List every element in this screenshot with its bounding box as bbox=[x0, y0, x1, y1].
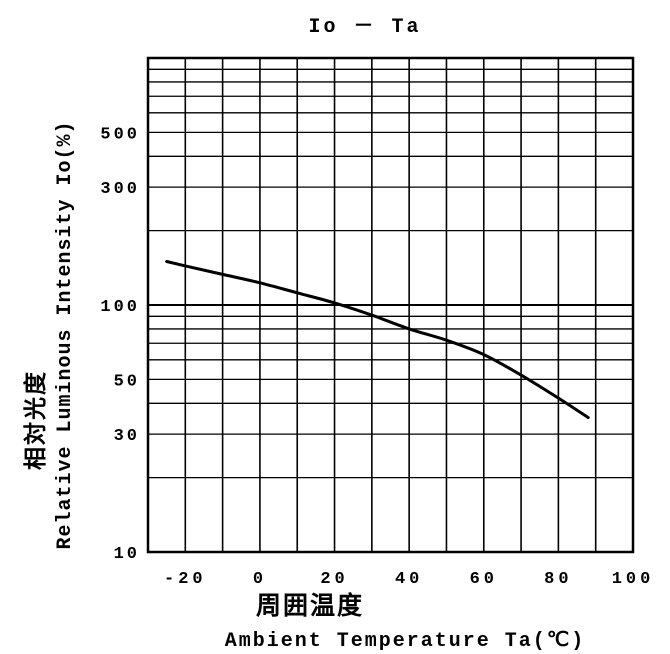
y-tick-labels: 10 30 50 100 300 500 bbox=[100, 125, 140, 564]
x-tick-labels: -20 0 20 40 60 80 100 bbox=[164, 570, 655, 589]
y-tick-label: 500 bbox=[100, 125, 140, 144]
series-line bbox=[165, 260, 590, 420]
x-tick-label: 0 bbox=[253, 570, 267, 589]
y-tick-label: 100 bbox=[100, 298, 140, 317]
x-tick-label: -20 bbox=[164, 570, 207, 589]
x-tick-label: 60 bbox=[470, 570, 498, 589]
y-tick-label: 50 bbox=[114, 372, 140, 391]
x-tick-label: 100 bbox=[612, 570, 655, 589]
x-axis-label: Ambient Temperature Ta(℃) bbox=[225, 630, 586, 653]
chart-title: Io － Ta bbox=[308, 16, 421, 39]
x-tick-label: 40 bbox=[395, 570, 423, 589]
plot-frame bbox=[146, 56, 635, 554]
x-axis-label-jp: 周囲温度 bbox=[256, 591, 364, 620]
x-tick-label: 20 bbox=[320, 570, 348, 589]
x-tick-label: 80 bbox=[544, 570, 572, 589]
y-tick-label: 30 bbox=[114, 427, 140, 446]
y-axis-label: Relative Luminous Intensity Io(%) bbox=[54, 120, 77, 549]
y-axis-label-jp: 相対光度 bbox=[22, 370, 49, 470]
y-tick-label: 300 bbox=[100, 180, 140, 199]
grid bbox=[148, 58, 633, 552]
y-tick-label: 10 bbox=[114, 545, 140, 564]
